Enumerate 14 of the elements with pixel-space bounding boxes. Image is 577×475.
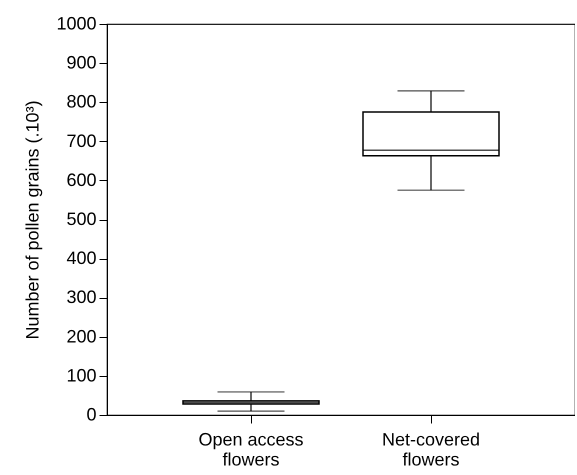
y-tick-label: 400 bbox=[66, 248, 96, 268]
x-tick-label: Open access flowers bbox=[198, 430, 304, 470]
y-tick-label: 800 bbox=[66, 92, 96, 112]
y-tick-label: 900 bbox=[66, 52, 96, 73]
y-tick-label: 0 bbox=[86, 404, 96, 424]
y-tick-label: 100 bbox=[66, 365, 96, 386]
y-tick-label: 1000 bbox=[56, 14, 96, 34]
y-tick-label: 500 bbox=[66, 209, 96, 229]
y-tick-label: 700 bbox=[66, 130, 96, 151]
y-tick-label: 200 bbox=[66, 326, 96, 346]
y-tick-label: 300 bbox=[66, 287, 96, 308]
y-tick-label: 600 bbox=[66, 170, 96, 190]
x-tick-label: Net-covered flowers bbox=[382, 430, 480, 470]
y-axis-title: Number of pollen grains (.10³) bbox=[22, 100, 42, 340]
